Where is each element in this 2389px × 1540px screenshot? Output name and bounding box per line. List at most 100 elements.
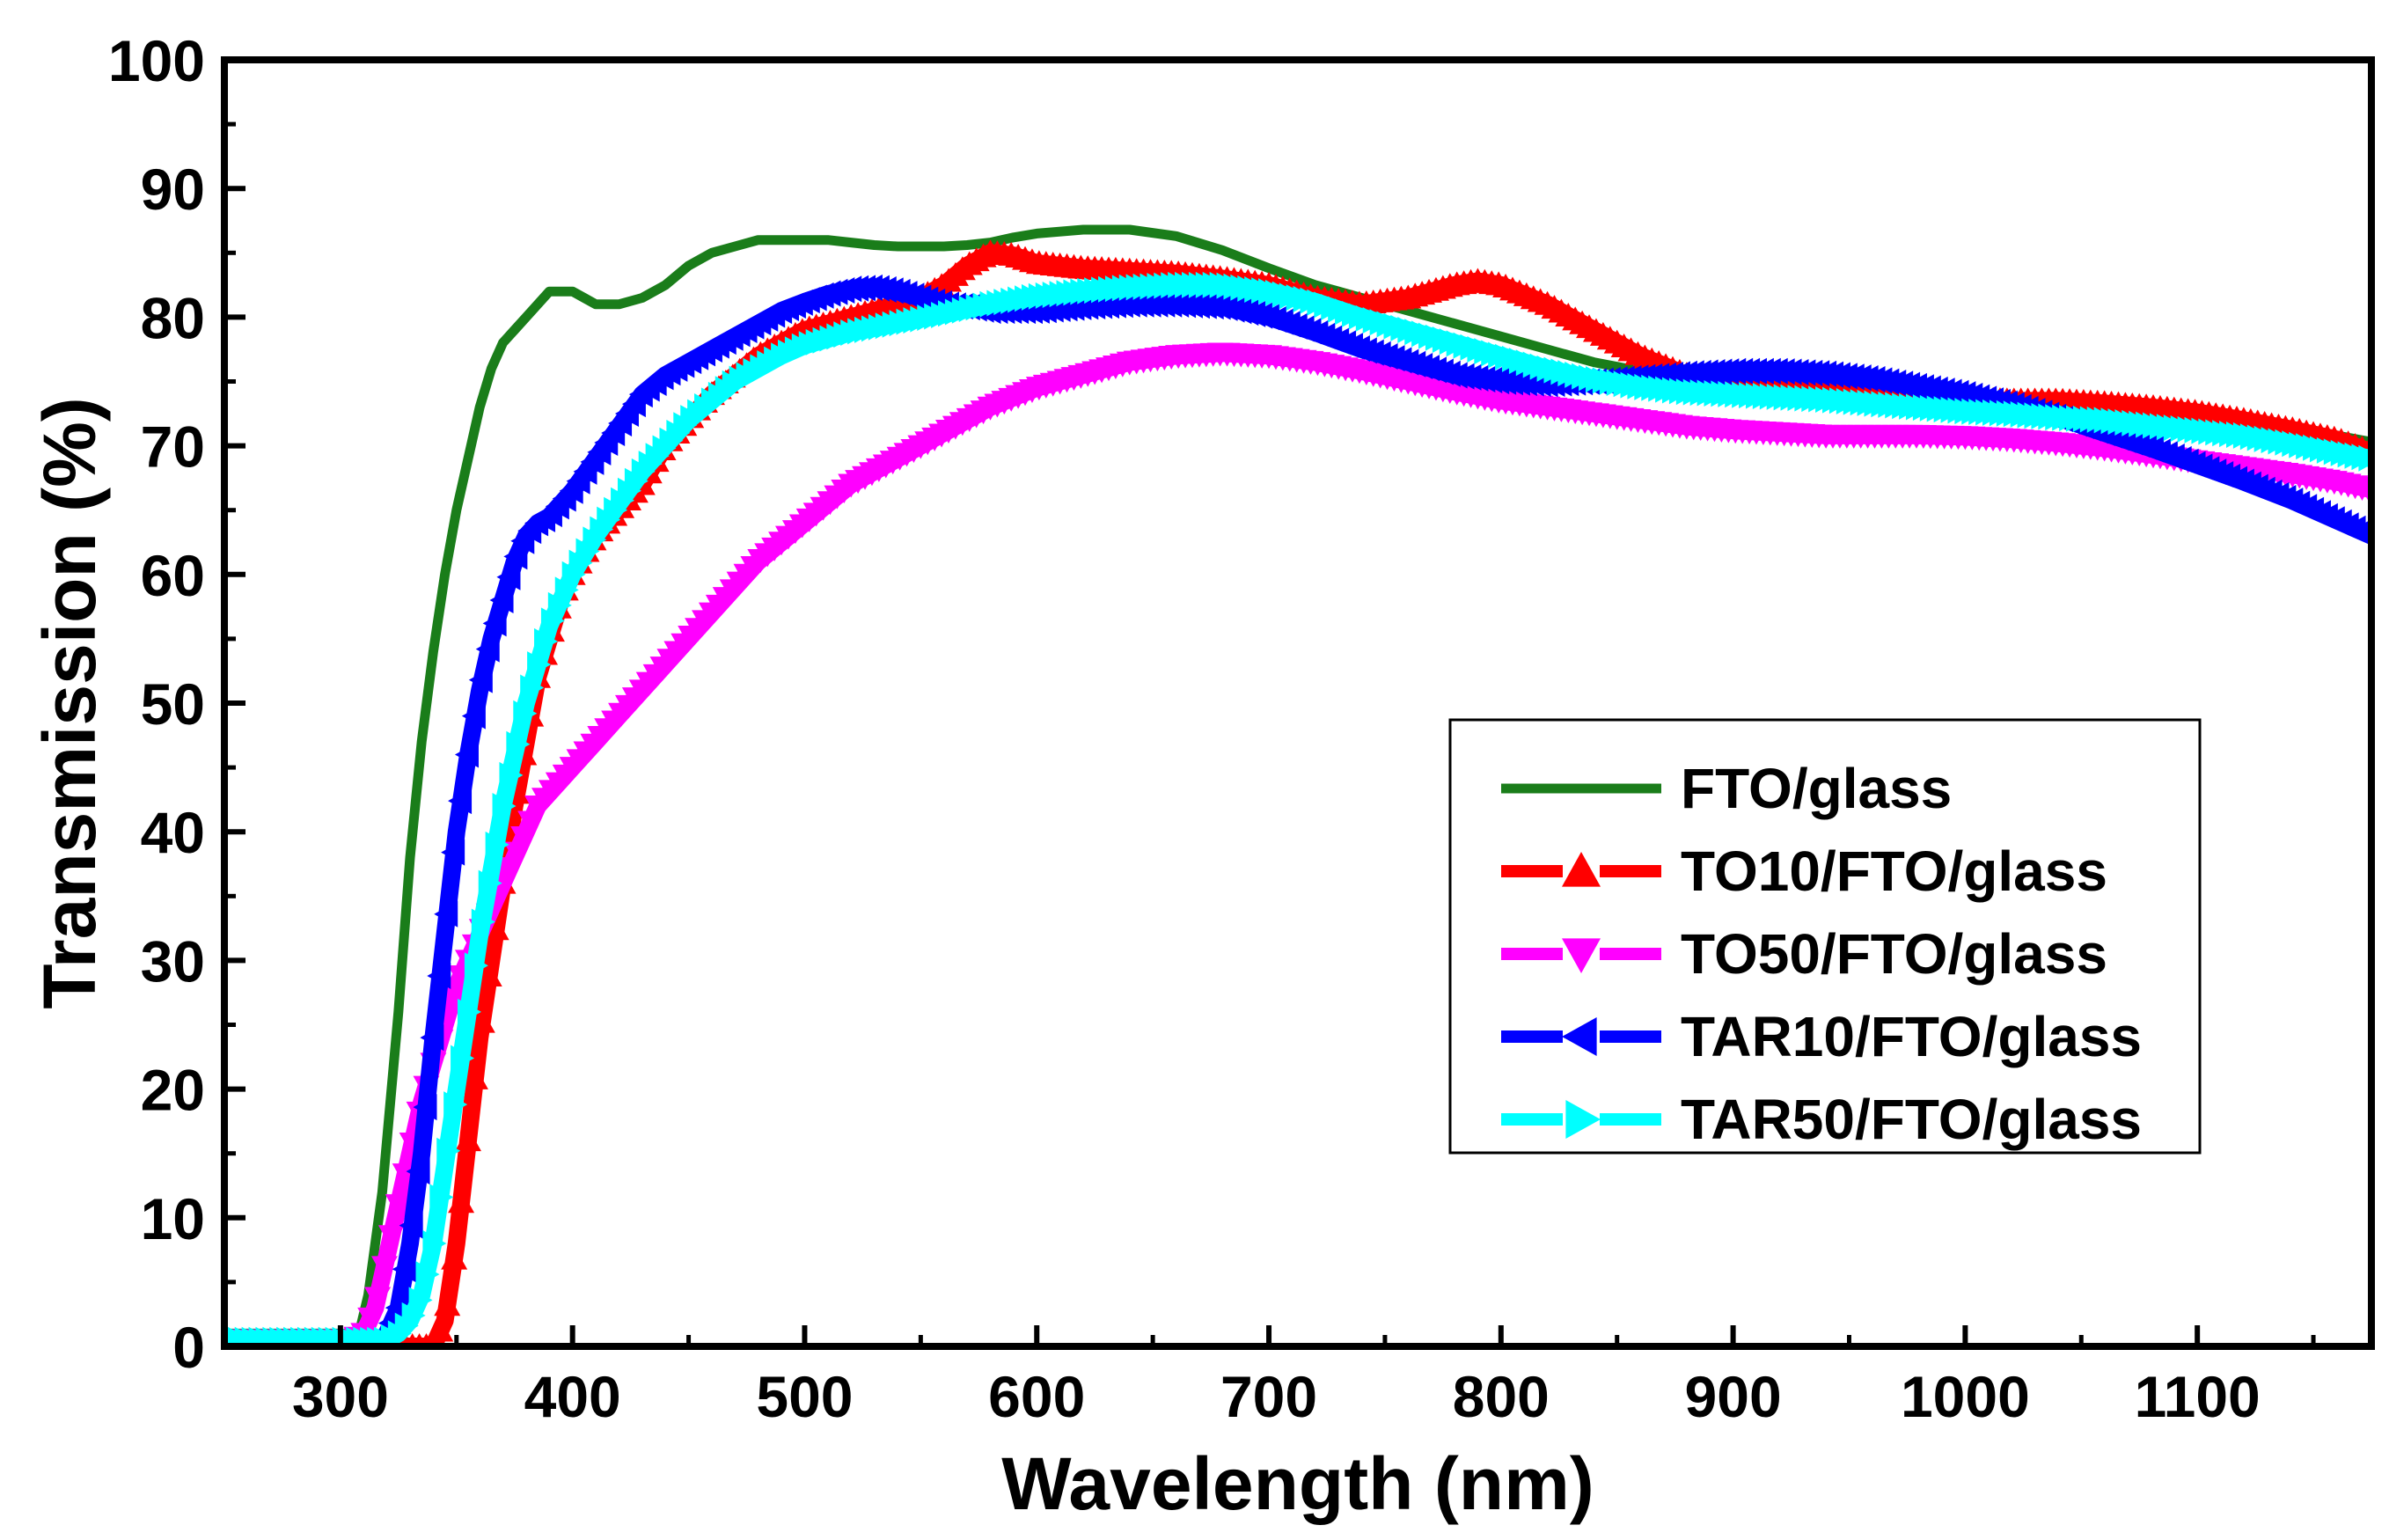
x-tick-label: 400 <box>524 1364 621 1429</box>
series-point-marker <box>427 1317 454 1342</box>
series-point-marker <box>406 1158 430 1185</box>
legend-label: FTO/glass <box>1681 757 1952 820</box>
series-to50-fto-glass <box>224 342 2371 1346</box>
series-point-marker <box>540 607 565 634</box>
series-point-marker <box>371 1256 399 1280</box>
series-point-marker <box>385 1194 412 1219</box>
series-point-marker <box>485 831 509 858</box>
series-point-marker <box>561 561 586 588</box>
series-point-marker <box>457 998 481 1025</box>
y-tick-label: 90 <box>141 157 205 222</box>
series-point-marker <box>492 792 517 819</box>
series-point-marker <box>377 1225 405 1250</box>
series-point-marker <box>475 962 502 986</box>
series-point-marker <box>434 900 458 928</box>
series-point-marker <box>496 563 521 590</box>
series-point-marker <box>506 730 531 758</box>
legend-label: TAR50/FTO/glass <box>1681 1088 2142 1151</box>
series-point-marker <box>468 1008 495 1033</box>
series-point-marker <box>2356 478 2371 502</box>
series-point-marker <box>2356 525 2371 544</box>
legend-label: TO50/FTO/glass <box>1681 922 2107 986</box>
series-point-marker <box>475 635 500 663</box>
y-tick-label: 60 <box>141 543 205 608</box>
series-point-marker <box>464 952 488 979</box>
ticks-layer: 300 400 500 600 700 800 900 1000 1100 0 10 20 30 40 50… <box>108 28 2316 1429</box>
series-point-marker <box>454 741 479 768</box>
series-point-marker <box>554 576 579 604</box>
series-point-marker <box>513 700 538 727</box>
x-tick-label: 1100 <box>2135 1364 2261 1429</box>
series-layer <box>224 224 2371 1346</box>
series-point-marker <box>448 788 473 815</box>
series-tar10-fto-glass <box>224 274 2371 1346</box>
series-point-marker <box>427 962 451 989</box>
series-point-marker <box>478 869 502 897</box>
series-point-marker <box>468 666 493 693</box>
legend-marker <box>1562 852 1601 887</box>
series-point-marker <box>415 1261 440 1288</box>
y-tick-label: 100 <box>108 28 205 93</box>
series-point-marker <box>448 1189 475 1214</box>
legend: FTO/glass TO10/FTO/glass TO50/FTO/glass TAR… <box>1448 718 2202 1155</box>
x-tick-label: 300 <box>292 1364 389 1429</box>
legend-item: TAR50/FTO/glass <box>1501 1088 2142 1151</box>
series-point-marker <box>482 610 507 637</box>
series-point-marker <box>520 674 545 701</box>
y-tick-label: 40 <box>141 800 205 865</box>
series-point-marker <box>401 1302 426 1329</box>
series-point-marker <box>575 538 600 565</box>
series-point-marker <box>399 1212 423 1239</box>
y-tick-label: 80 <box>141 285 205 350</box>
y-tick-label: 10 <box>141 1186 205 1251</box>
legend-marker <box>1562 1017 1597 1056</box>
series-point-marker <box>364 1287 392 1311</box>
legend-marker <box>1565 1100 1601 1139</box>
y-tick-label: 50 <box>141 671 205 737</box>
legend-item: TO50/FTO/glass <box>1501 922 2107 986</box>
series-point-marker <box>434 1292 461 1316</box>
y-tick-label: 30 <box>141 928 205 994</box>
series-point-marker <box>461 1065 488 1089</box>
x-tick-label: 600 <box>988 1364 1085 1429</box>
series-point-marker <box>422 1230 447 1258</box>
y-tick-label: 70 <box>141 414 205 480</box>
x-tick-label: 700 <box>1220 1364 1317 1429</box>
series-point-marker <box>420 1024 444 1052</box>
series-point-marker <box>471 908 495 935</box>
x-axis-title: Wavelength (nm) <box>1001 1442 1594 1525</box>
series-tar50-fto-glass <box>224 271 2371 1346</box>
x-tick-label: 900 <box>1685 1364 1782 1429</box>
series-point-marker <box>547 591 572 619</box>
legend-marker <box>1562 938 1601 973</box>
series-point-marker <box>454 1127 481 1152</box>
series-point-marker <box>392 1256 416 1283</box>
legend-item: FTO/glass <box>1501 757 1952 820</box>
series-point-marker <box>527 651 552 678</box>
legend-item: TAR10/FTO/glass <box>1501 1005 2142 1068</box>
series-point-marker <box>441 839 465 866</box>
y-tick-label: 0 <box>172 1315 205 1380</box>
series-point-marker <box>413 1094 437 1121</box>
legend-label: TO10/FTO/glass <box>1681 840 2107 903</box>
series-point-marker <box>408 1287 433 1314</box>
series-point-marker <box>503 543 528 570</box>
series-point-marker <box>451 1045 475 1072</box>
legend-item: TO10/FTO/glass <box>1501 840 2107 903</box>
series-point-marker <box>443 1091 468 1118</box>
series-point-marker <box>489 587 514 614</box>
legend-label: TAR10/FTO/glass <box>1681 1005 2142 1068</box>
series-point-marker <box>534 627 559 655</box>
y-tick-label: 20 <box>141 1058 205 1123</box>
series-point-marker <box>357 1307 385 1331</box>
y-axis-title: Transmission (%) <box>28 397 111 1009</box>
x-tick-label: 800 <box>1453 1364 1550 1429</box>
series-point-marker <box>441 1245 468 1270</box>
series-point-marker <box>461 702 486 730</box>
series-point-marker <box>499 761 524 788</box>
series-point-marker <box>436 1137 461 1164</box>
x-tick-label: 1000 <box>1901 1364 2030 1429</box>
series-point-marker <box>429 1184 454 1211</box>
